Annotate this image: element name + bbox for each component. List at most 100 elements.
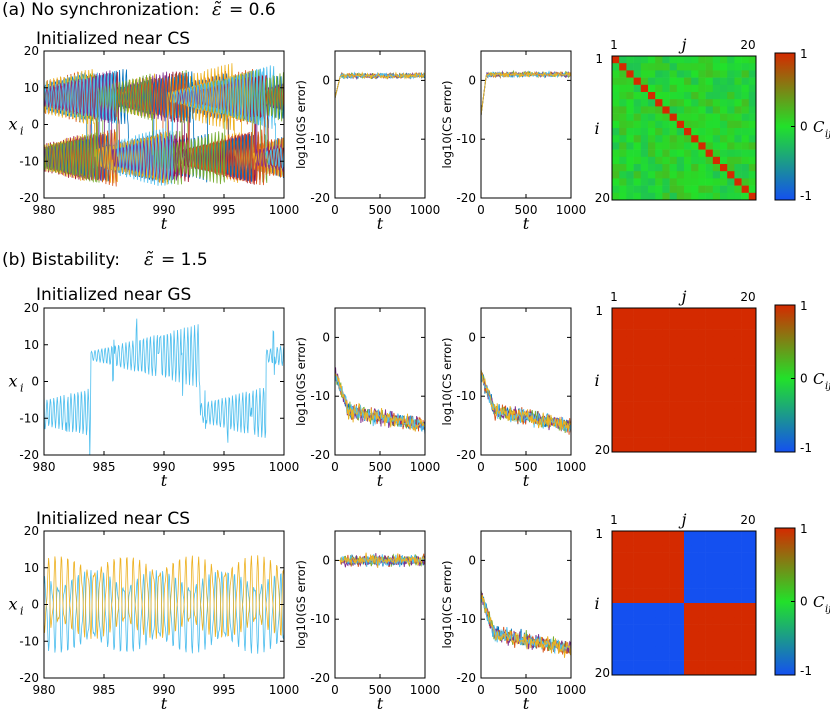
- b1-mat-cell: [720, 351, 728, 359]
- b1-mat-cell: [633, 444, 642, 453]
- a-mat-cell: [626, 164, 634, 172]
- b1-mat-cell: [640, 408, 649, 417]
- b2-mat-cell: [669, 559, 678, 568]
- a-mat-cell: [612, 178, 620, 186]
- a-mat-cell: [748, 113, 757, 122]
- b1-mat-cell: [669, 430, 678, 438]
- b2-mat-cell: [705, 653, 714, 661]
- a-mat-cell: [626, 113, 634, 122]
- b2-mat-cell: [669, 595, 678, 604]
- a-mat-colorbar-tick-label: 1: [800, 47, 808, 61]
- a-mat-cell: [727, 185, 735, 194]
- a-mat-cell: [648, 164, 656, 172]
- a-mat-cell: [684, 106, 692, 114]
- b2-mat-cell: [705, 588, 714, 597]
- b1-mat-cell: [684, 329, 692, 338]
- b1-mat-cell: [669, 322, 678, 330]
- b1-mat-cell: [741, 365, 750, 374]
- a-mat-cell: [705, 156, 714, 165]
- b1-mat-cell: [698, 329, 706, 338]
- b2-mat-cell: [691, 559, 699, 568]
- b1-mat-cell: [734, 423, 742, 431]
- b1-mat-cell: [712, 365, 721, 374]
- b1-mat-cell: [626, 416, 634, 424]
- a-mat-cell: [712, 135, 721, 143]
- b1-mat-cell: [619, 444, 627, 453]
- a-mat-cell: [648, 149, 656, 158]
- b1-mat-cell: [676, 394, 685, 402]
- a-mat-cell: [741, 63, 750, 71]
- b1-mat-cell: [712, 336, 721, 345]
- b1-mat-cell: [612, 365, 620, 374]
- b1-mat-cell: [619, 430, 627, 438]
- b2-mat-cell: [655, 595, 663, 604]
- b2-mat-cell: [712, 531, 721, 539]
- b1-mat-cell: [734, 308, 742, 316]
- a-mat-cell: [705, 70, 714, 78]
- a-mat-cell: [648, 99, 656, 107]
- a-mat-cell: [676, 178, 685, 186]
- a-mat-cell: [684, 156, 692, 165]
- a-mat-cell: [669, 156, 678, 165]
- b1-mat-cell: [712, 358, 721, 366]
- a-mat-cell: [727, 77, 735, 86]
- a-mat-cell: [684, 113, 692, 122]
- b2-mat-cell: [705, 574, 714, 582]
- a-mat-cell: [633, 142, 642, 150]
- a-mat-cell: [691, 84, 699, 93]
- b1-mat-cell: [684, 423, 692, 431]
- a-mat-cell: [612, 171, 620, 179]
- a-mat-cell: [741, 84, 750, 93]
- a-gs-xtick-label: 0: [331, 203, 339, 217]
- b1-mat-cell: [684, 408, 692, 417]
- b1-mat-cell: [741, 344, 750, 352]
- b1-mat-cell: [698, 351, 706, 359]
- b1-mat-cell: [684, 315, 692, 323]
- a-mat-cell: [727, 70, 735, 78]
- a-ts-ylabel: x: [8, 115, 17, 134]
- b2-mat-cell: [648, 617, 656, 625]
- b2-mat-cell: [626, 531, 634, 539]
- b2-mat-cell: [626, 545, 634, 553]
- a-mat-cell: [619, 84, 627, 93]
- b2-mat-cell: [720, 624, 728, 633]
- b1-mat-cell: [669, 308, 678, 316]
- b2-mat-cell: [741, 639, 750, 647]
- b2-mat-cell: [633, 574, 642, 582]
- a-mat-cell: [612, 63, 620, 71]
- b1-mat-cell: [676, 401, 685, 410]
- a-mat-cell: [705, 99, 714, 107]
- a-mat-cell: [684, 178, 692, 186]
- b2-mat-cell: [727, 667, 735, 676]
- a-mat-cell: [720, 192, 728, 201]
- a-mat-cell: [748, 99, 757, 107]
- b1-mat-cell: [640, 437, 649, 446]
- b1-mat-cell: [619, 408, 627, 417]
- b1-mat-cell: [698, 423, 706, 431]
- b1-mat-cell: [626, 387, 634, 395]
- b2-mat-cell: [712, 574, 721, 582]
- a-mat-cell: [705, 164, 714, 172]
- a-mat-cell: [698, 63, 706, 71]
- b1-mat-cell: [669, 358, 678, 366]
- b1-mat-cell: [655, 372, 663, 381]
- b2-mat-cell: [748, 646, 757, 654]
- b2-mat-cell: [612, 624, 620, 633]
- a-mat-cell: [612, 77, 620, 86]
- b2-mat-cell: [691, 639, 699, 647]
- b1-mat-cell: [691, 315, 699, 323]
- a-mat-cell: [626, 149, 634, 158]
- panel-b-param-symbol: ε̃: [144, 249, 154, 270]
- b1-mat-cell: [684, 372, 692, 381]
- a-mat-cell: [662, 92, 670, 100]
- b2-mat-cell: [619, 552, 627, 561]
- b1-mat-cell: [720, 358, 728, 366]
- b2-mat-cell: [619, 631, 627, 640]
- b1-mat-cell: [705, 336, 714, 345]
- a-mat-cell: [712, 171, 721, 179]
- b1-mat-cell: [633, 358, 642, 366]
- b1-mat-cell: [619, 372, 627, 381]
- b2-mat-cell: [698, 646, 706, 654]
